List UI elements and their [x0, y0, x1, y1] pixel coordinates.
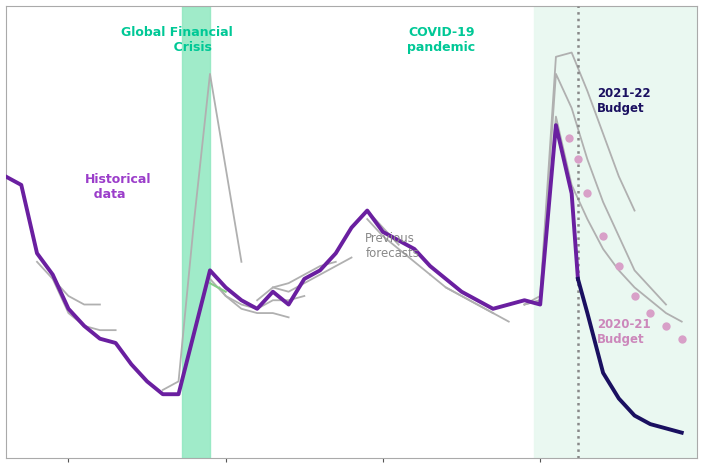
- Text: 2020-21
Budget: 2020-21 Budget: [597, 318, 651, 346]
- Text: Previous
forecasts: Previous forecasts: [366, 232, 419, 260]
- Bar: [534, 6, 697, 458]
- Text: Global Financial
       Crisis: Global Financial Crisis: [122, 26, 233, 54]
- Text: COVID-19
pandemic: COVID-19 pandemic: [407, 26, 475, 54]
- Text: 2021-22
Budget: 2021-22 Budget: [597, 87, 651, 115]
- Bar: [181, 6, 210, 458]
- Text: Historical
  data: Historical data: [85, 173, 152, 201]
